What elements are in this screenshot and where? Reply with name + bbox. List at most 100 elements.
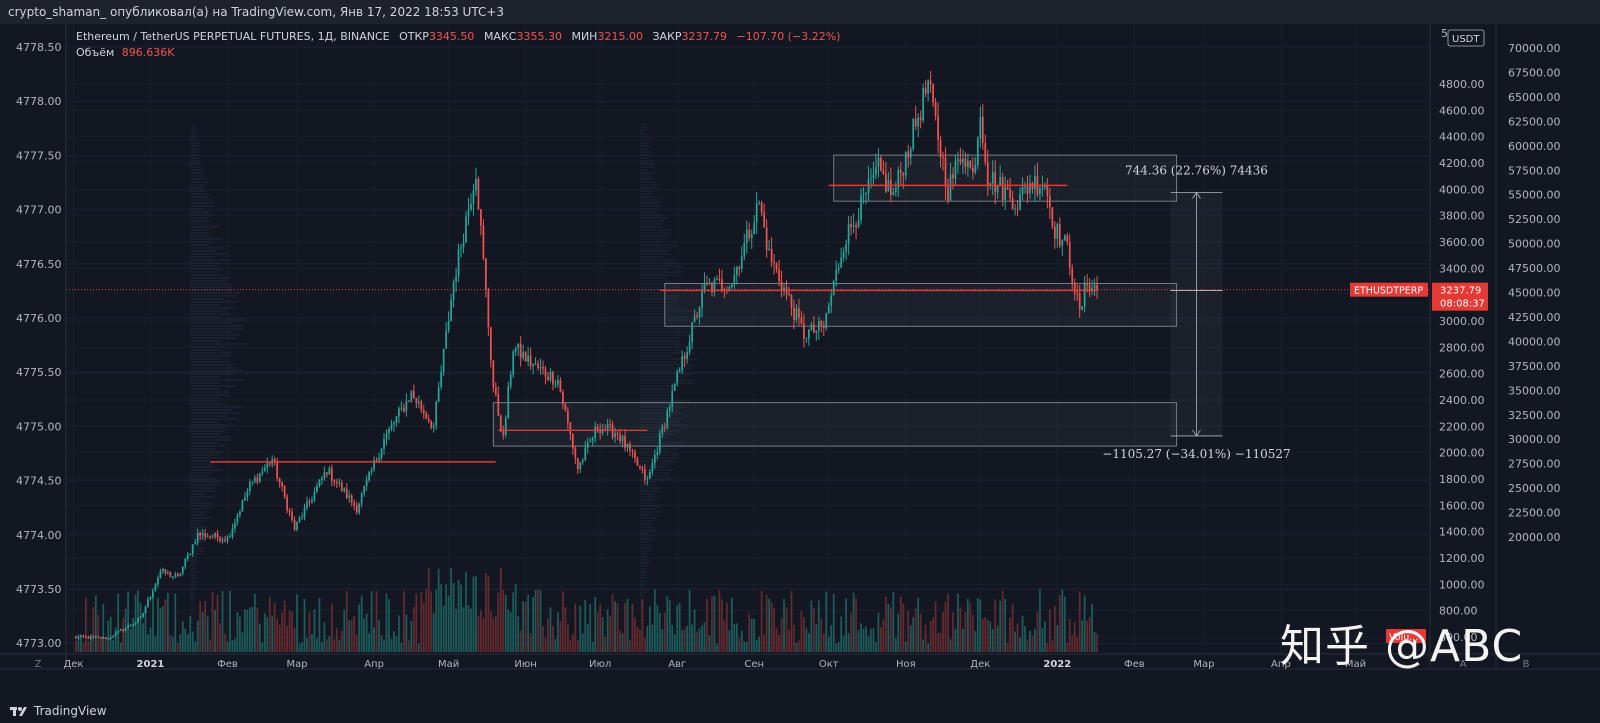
volume-bar bbox=[994, 599, 997, 652]
candle bbox=[976, 138, 979, 165]
volume-bar bbox=[494, 615, 497, 652]
volume-profile-bar bbox=[190, 154, 200, 156]
candle bbox=[112, 636, 115, 638]
volume-profile-bar bbox=[640, 553, 648, 555]
volume-profile-bar bbox=[190, 424, 235, 426]
volume-bar bbox=[390, 638, 393, 652]
volume-bar bbox=[820, 618, 823, 652]
volume-bar bbox=[303, 598, 306, 652]
volume-bar bbox=[519, 630, 522, 652]
volume-profile-bar bbox=[190, 463, 215, 465]
volume-bar bbox=[316, 638, 318, 652]
volume-profile-bar bbox=[190, 487, 215, 489]
price-chart[interactable]: 744.36 (22.76%) 74436 −1105.27 (−34.01%) … bbox=[0, 24, 1600, 699]
volume-profile-bar bbox=[640, 187, 657, 189]
candle bbox=[485, 258, 487, 290]
volume-profile-bar bbox=[640, 469, 674, 471]
volume-profile-bar bbox=[640, 436, 669, 438]
volume-bar bbox=[770, 601, 773, 652]
candle bbox=[601, 429, 604, 434]
volume-profile-bar bbox=[190, 388, 220, 390]
candle bbox=[696, 315, 698, 317]
candle bbox=[952, 174, 954, 179]
volume-profile-bar bbox=[640, 454, 679, 456]
volume-profile-bar bbox=[640, 352, 696, 354]
volume-profile-bar bbox=[190, 331, 233, 333]
volume-bar bbox=[291, 611, 293, 652]
candle bbox=[104, 637, 107, 640]
volume-profile-bar bbox=[190, 619, 194, 621]
candle bbox=[360, 493, 363, 504]
candle bbox=[231, 528, 234, 537]
volume-bar bbox=[1051, 640, 1054, 652]
volume-profile-bar bbox=[190, 382, 220, 384]
candle bbox=[907, 151, 910, 158]
candle bbox=[378, 457, 380, 461]
price-axis-tick: 4200.00 bbox=[1439, 157, 1485, 170]
candle bbox=[194, 542, 197, 545]
volume-profile-bar bbox=[190, 343, 248, 345]
volume-profile-bar bbox=[640, 610, 643, 612]
right-axis-tick: 40000.00 bbox=[1508, 335, 1561, 348]
price-axis-tick: 3800.00 bbox=[1439, 210, 1485, 223]
volume-bar bbox=[132, 618, 134, 652]
volume-bar bbox=[937, 633, 939, 652]
price-axis-tick: 2000.00 bbox=[1439, 447, 1485, 460]
candle bbox=[872, 174, 875, 179]
candle bbox=[1073, 283, 1076, 294]
volume-bar bbox=[894, 637, 897, 652]
volume-profile-bar bbox=[190, 409, 233, 411]
volume-profile-bar bbox=[640, 307, 683, 309]
volume-profile-bar bbox=[640, 319, 693, 321]
volume-bar bbox=[663, 612, 666, 652]
candle bbox=[559, 380, 562, 392]
volume-profile-bar bbox=[190, 448, 216, 450]
candle bbox=[353, 502, 356, 506]
volume-profile-bar bbox=[190, 298, 225, 300]
volume-bar bbox=[902, 603, 905, 652]
candle bbox=[417, 401, 420, 404]
candle bbox=[817, 321, 820, 331]
volume-bar bbox=[256, 607, 259, 652]
legend-open: 3345.50 bbox=[428, 30, 475, 43]
volume-profile-bar bbox=[640, 229, 671, 231]
candle bbox=[579, 462, 582, 470]
left-axis-tick: 4773.50 bbox=[16, 583, 62, 596]
price-axis-tick: 4600.00 bbox=[1439, 104, 1485, 117]
volume-bar bbox=[214, 609, 216, 652]
candle bbox=[107, 638, 110, 640]
volume-profile-bar bbox=[640, 223, 662, 225]
volume-bar bbox=[733, 623, 736, 652]
volume-profile-bar bbox=[190, 385, 237, 387]
volume-bar bbox=[574, 603, 577, 652]
volume-profile-bar bbox=[190, 316, 220, 318]
volume-bars bbox=[75, 567, 1098, 652]
volume-bar bbox=[656, 604, 659, 652]
candle bbox=[912, 119, 915, 149]
right-axis-tick: 60000.00 bbox=[1508, 140, 1561, 153]
volume-bar bbox=[251, 606, 254, 652]
volume-bar bbox=[271, 615, 274, 652]
volume-bar bbox=[847, 633, 850, 652]
volume-bar bbox=[395, 636, 398, 652]
right-axis-tick: 55000.00 bbox=[1508, 189, 1561, 202]
candle bbox=[517, 343, 520, 349]
candle bbox=[621, 436, 624, 442]
volume-bar bbox=[862, 628, 865, 652]
candle bbox=[134, 622, 137, 625]
right-axis-tick: 35000.00 bbox=[1508, 384, 1561, 397]
volume-bar bbox=[425, 589, 428, 652]
candle bbox=[87, 636, 90, 639]
volume-profile-bar bbox=[190, 304, 220, 306]
volume-profile-bar bbox=[640, 481, 657, 483]
volume-bar bbox=[539, 590, 542, 652]
zones bbox=[190, 124, 1178, 624]
candle bbox=[278, 477, 281, 483]
time-axis-tick: Окт bbox=[819, 659, 839, 670]
candle bbox=[668, 407, 671, 411]
volume-bar bbox=[534, 589, 537, 652]
volume-bar bbox=[765, 594, 768, 652]
volume-bar bbox=[773, 607, 775, 652]
volume-profile-bar bbox=[190, 442, 220, 444]
legend-high-label: МАКС bbox=[483, 30, 517, 43]
